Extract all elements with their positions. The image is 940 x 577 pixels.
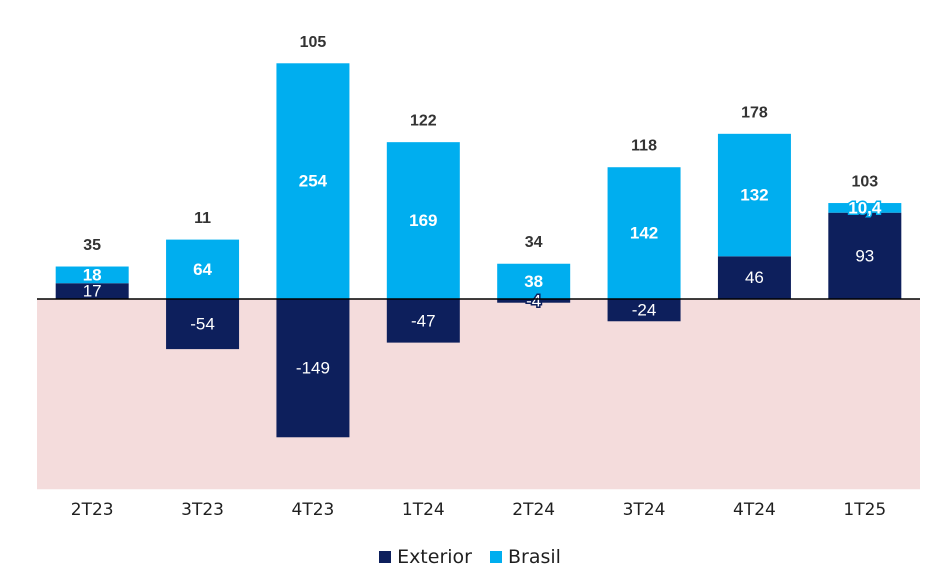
x-tick-label: 1T24 — [402, 500, 445, 520]
legend-label-brasil: Brasil — [507, 546, 561, 568]
bar-exterior — [607, 299, 681, 322]
legend: Exterior Brasil — [0, 545, 940, 569]
label-exterior: -54 — [190, 315, 215, 334]
label-exterior: 17 — [83, 282, 102, 301]
label-total: 34 — [525, 234, 543, 251]
bar-brasil — [497, 263, 571, 299]
legend-swatch-exterior — [379, 551, 392, 563]
x-tick-label: 1T25 — [843, 500, 886, 520]
legend-swatch-brasil — [489, 551, 502, 563]
legend-item-exterior: Exterior — [379, 546, 472, 568]
label-exterior: -24 — [632, 301, 657, 320]
bar-brasil — [55, 266, 129, 284]
legend-item-brasil: Brasil — [489, 546, 561, 568]
label-brasil: 254 — [299, 172, 328, 191]
label-brasil: 169 — [409, 211, 437, 230]
bar-exterior — [55, 283, 129, 299]
label-exterior: 46 — [745, 268, 764, 287]
label-total: 11 — [194, 210, 211, 227]
legend-label-exterior: Exterior — [397, 546, 472, 568]
x-tick-label: 2T24 — [512, 500, 555, 520]
x-tick-label: 3T23 — [181, 500, 224, 520]
label-total: 35 — [83, 237, 101, 254]
bar-exterior — [828, 212, 902, 299]
label-total: 105 — [300, 34, 327, 51]
label-total: 178 — [741, 104, 768, 121]
label-total: 118 — [631, 138, 657, 155]
bar-brasil — [828, 203, 902, 213]
bar-brasil — [607, 167, 681, 299]
label-brasil: 132 — [740, 186, 768, 205]
label-brasil: 142 — [630, 224, 658, 243]
label-brasil: 10,4 — [848, 198, 882, 217]
bar-brasil — [276, 63, 350, 300]
bar-brasil — [717, 133, 791, 257]
label-exterior: 93 — [855, 246, 874, 265]
label-brasil: 18 — [83, 265, 102, 284]
bar-exterior — [166, 299, 240, 350]
x-tick-label: 4T24 — [733, 500, 776, 520]
label-exterior: -4 — [526, 292, 541, 311]
bar-brasil — [386, 142, 460, 299]
bar-exterior — [276, 299, 350, 438]
x-tick-label: 3T24 — [623, 500, 666, 520]
bar-exterior — [717, 256, 791, 299]
label-exterior: -149 — [296, 359, 330, 378]
label-brasil: 64 — [193, 260, 212, 279]
label-exterior: -47 — [411, 311, 436, 330]
label-brasil: 38 — [524, 272, 543, 291]
label-total: 122 — [410, 113, 437, 130]
x-tick-label: 2T23 — [71, 500, 114, 520]
bar-brasil — [166, 239, 240, 299]
bar-exterior — [386, 299, 460, 343]
label-total: 103 — [851, 174, 878, 191]
bar-exterior — [497, 299, 571, 303]
x-tick-label: 4T23 — [292, 500, 335, 520]
